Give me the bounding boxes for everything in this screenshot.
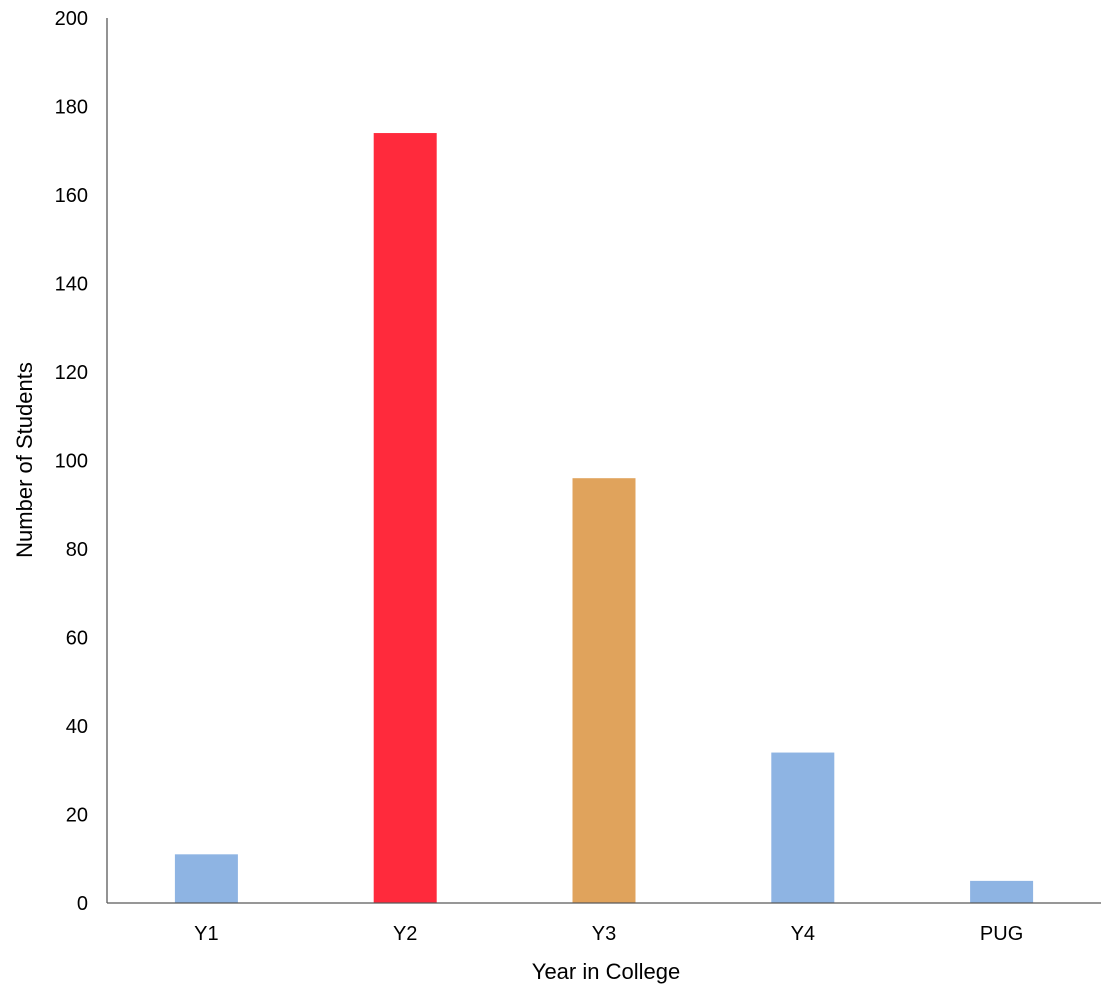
y-tick-label: 0 [77, 893, 88, 915]
x-tick-label: Y4 [791, 923, 815, 945]
bar-y3 [572, 478, 636, 903]
y-tick-label: 100 [55, 451, 88, 473]
y-tick-label: 120 [55, 362, 88, 384]
y-tick-label: 180 [55, 97, 88, 119]
x-tick-label: PUG [980, 923, 1023, 945]
bar-y1 [174, 854, 238, 903]
y-axis-title: Number of Students [12, 362, 37, 558]
x-axis-title: Year in College [532, 959, 680, 984]
x-tick-label: Y3 [592, 923, 616, 945]
y-tick-label: 20 [66, 805, 88, 827]
y-tick-label: 80 [66, 539, 88, 561]
y-tick-label: 200 [55, 8, 88, 30]
y-tick-label: 60 [66, 628, 88, 650]
bar-y4 [771, 752, 835, 903]
y-axis-ticks: 0 20 40 60 80 100 120 140 160 180 200 [55, 8, 88, 915]
x-axis-ticks: Y1 Y2 Y3 Y4 PUG [194, 923, 1023, 945]
y-tick-label: 160 [55, 185, 88, 207]
bar-y2 [373, 133, 437, 904]
bar-series [174, 133, 1034, 904]
x-tick-label: Y1 [194, 923, 218, 945]
y-tick-label: 40 [66, 716, 88, 738]
bar-pug [970, 880, 1034, 903]
y-tick-label: 140 [55, 274, 88, 296]
x-tick-label: Y2 [393, 923, 417, 945]
